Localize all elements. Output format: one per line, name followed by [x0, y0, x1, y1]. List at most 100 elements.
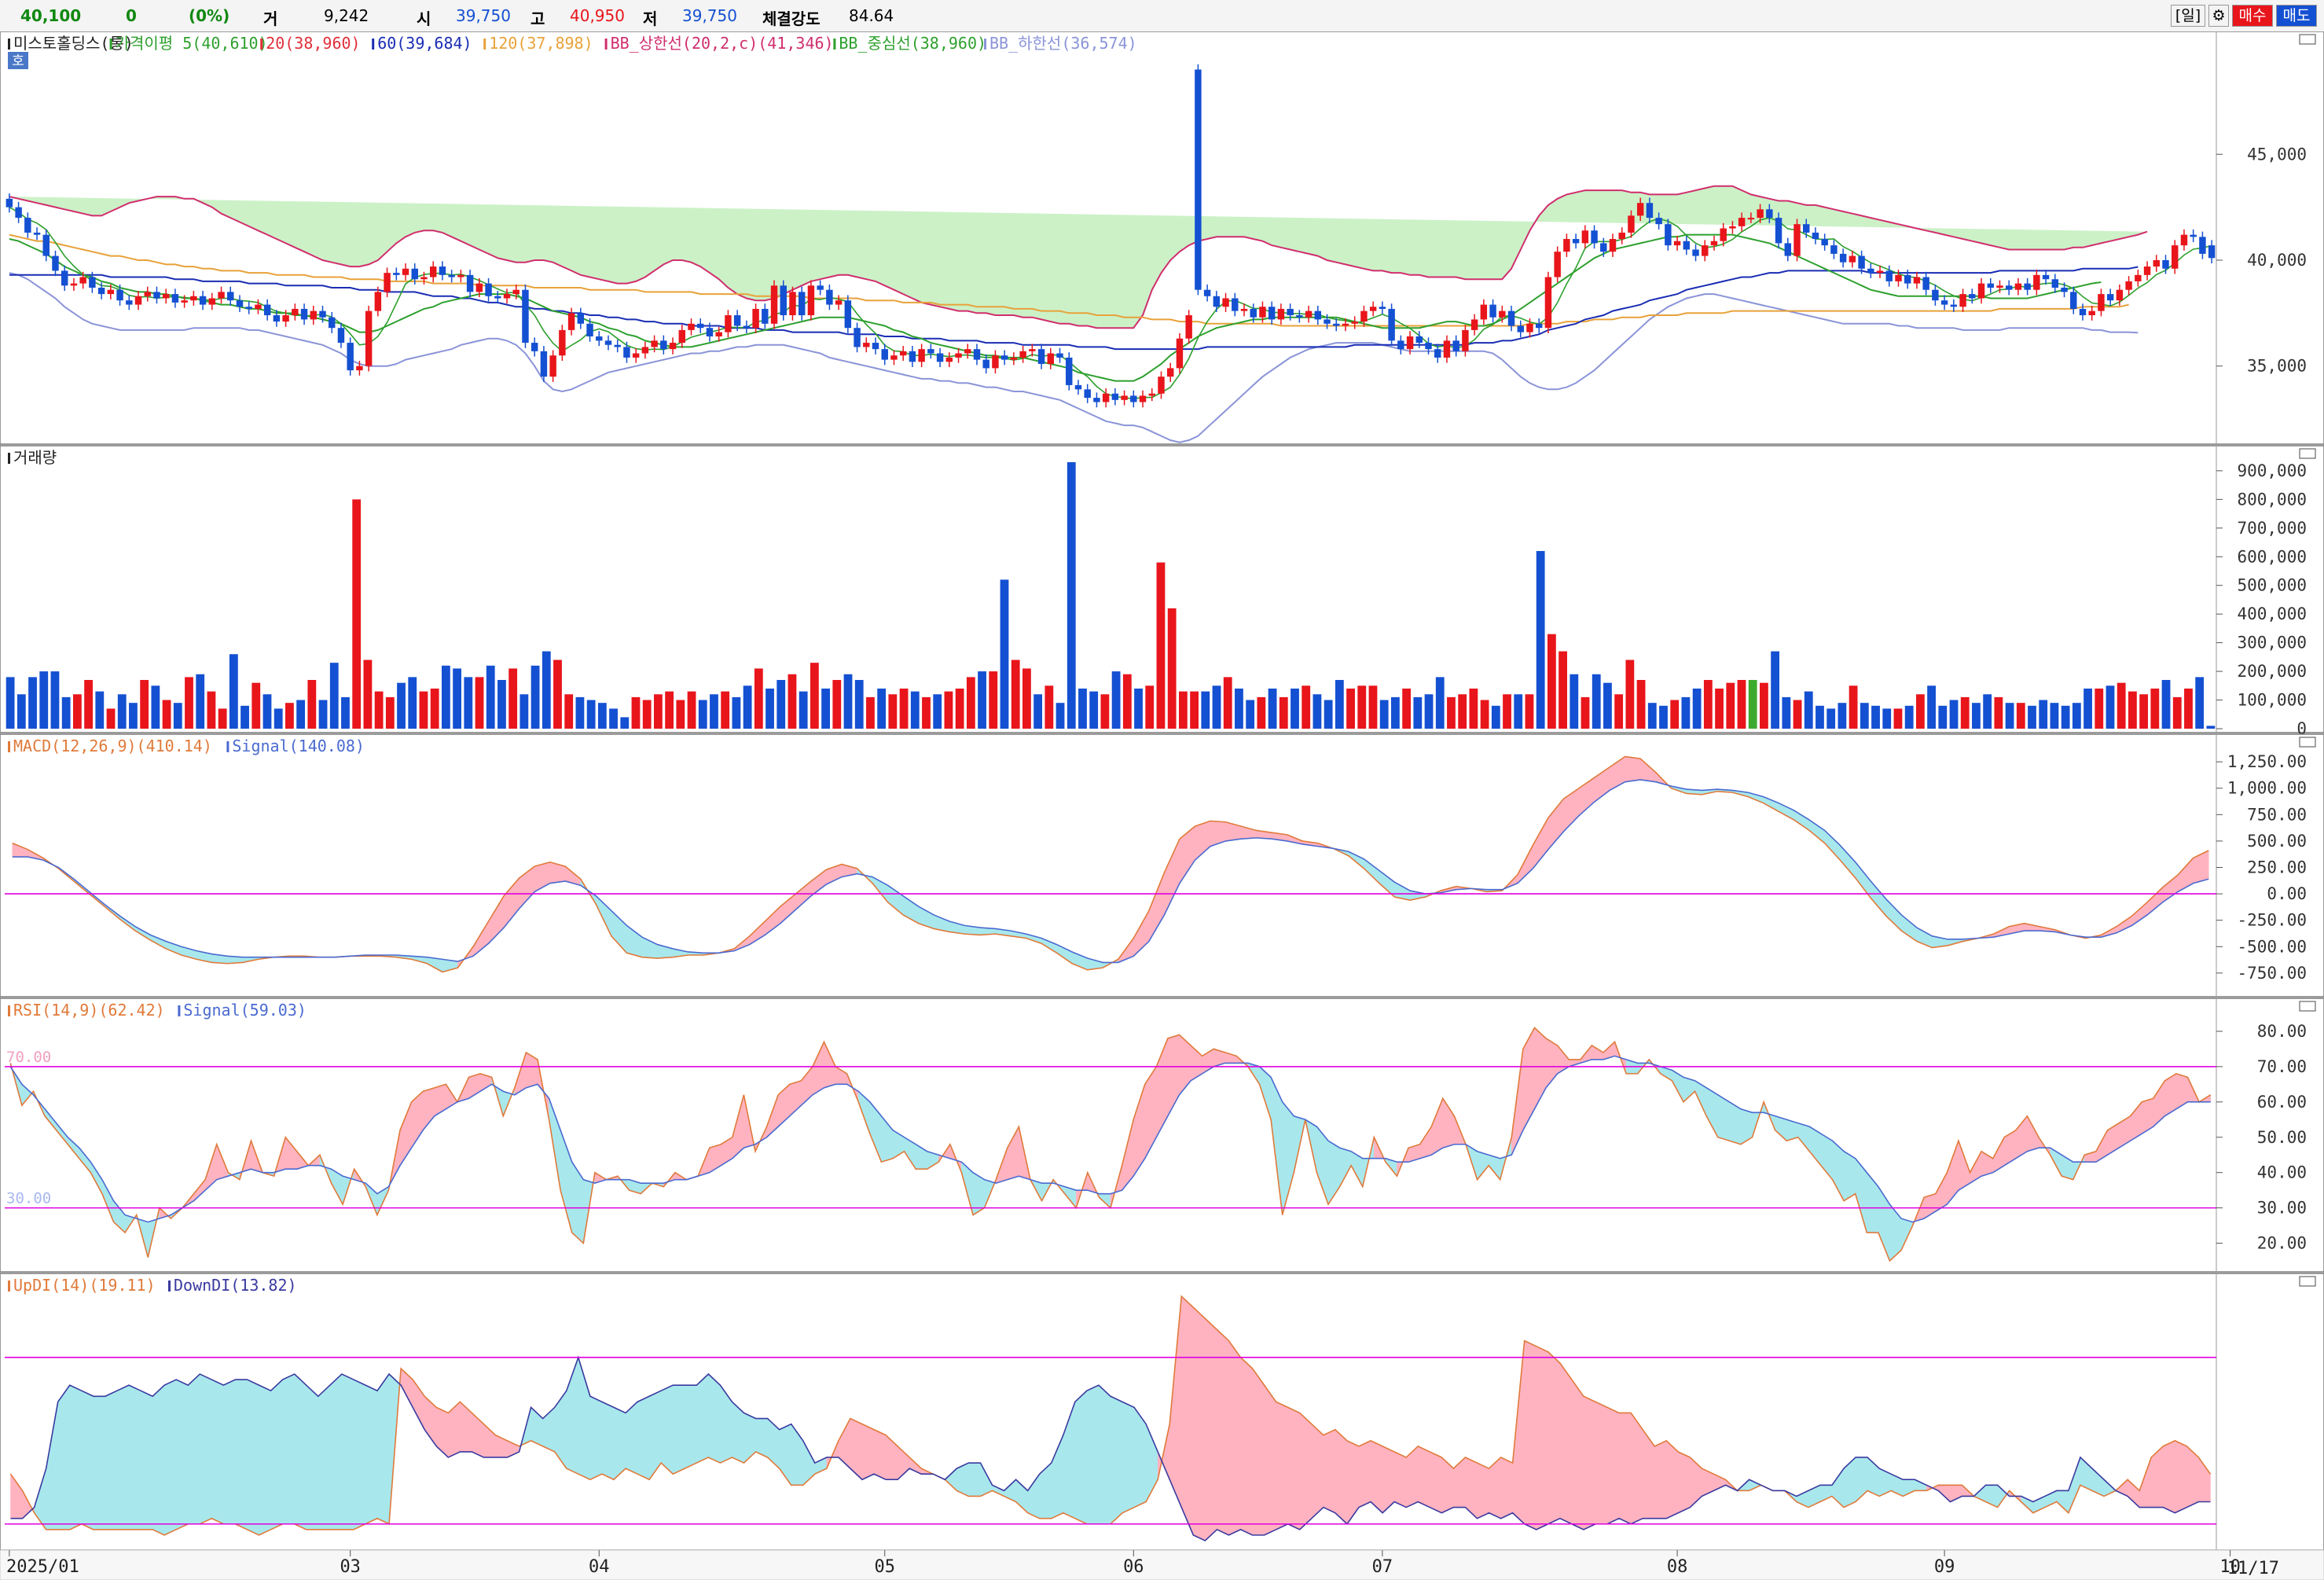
period-button[interactable]: [일]: [2171, 5, 2205, 27]
volume-bar: [50, 671, 60, 729]
volume-bar: [710, 694, 718, 729]
settings-button[interactable]: ⚙: [2208, 5, 2229, 27]
panel-restore-icon: [2299, 737, 2316, 748]
candle: [1673, 241, 1681, 246]
candle: [512, 289, 520, 295]
candle: [42, 234, 50, 256]
y-tick-label: -750.00: [2237, 964, 2307, 983]
candle: [1176, 338, 1184, 369]
dmi-fill: [329, 1373, 343, 1530]
volume-bar: [2106, 685, 2115, 729]
bb-upper-line: [9, 185, 2148, 329]
candle: [439, 266, 446, 275]
dmi-fill: [140, 1390, 153, 1530]
volume-bar: [1581, 696, 1590, 729]
candle: [1342, 323, 1349, 326]
candle: [1074, 384, 1082, 390]
candle: [1093, 398, 1100, 402]
volume-bar: [1480, 700, 1489, 729]
volume-bar: [1972, 703, 1981, 729]
dmi-fill: [1193, 1306, 1206, 1541]
candle: [1950, 304, 1958, 307]
volume-bar: [385, 696, 395, 729]
dmi-fill: [1583, 1395, 1596, 1530]
volume-bar: [631, 696, 641, 729]
candle: [347, 343, 354, 371]
candle: [33, 232, 41, 235]
candle: [1720, 228, 1727, 241]
candle: [2051, 279, 2059, 288]
volume-bar: [251, 682, 261, 729]
volume-bar: [1458, 694, 1467, 729]
candle: [1047, 353, 1055, 364]
volume-bar: [520, 694, 529, 729]
volume-bar: [944, 691, 953, 729]
dmi-fill: [353, 1379, 366, 1530]
volume-bar: [1246, 700, 1255, 729]
volume-bar: [1034, 694, 1043, 729]
candle: [310, 310, 318, 320]
candle: [153, 292, 160, 299]
price-change: 0: [126, 6, 137, 25]
dmi-fill: [708, 1373, 721, 1464]
volume-bar: [1949, 700, 1959, 729]
sell-button[interactable]: 매도: [2276, 5, 2317, 27]
candle: [1766, 209, 1773, 219]
legend-item: Signal(59.03): [183, 1001, 307, 1020]
candle: [522, 289, 529, 344]
legend-item: 미스토홀딩스(통): [13, 34, 134, 53]
dmi-fill: [1264, 1384, 1276, 1536]
dmi-fill: [637, 1395, 650, 1480]
volume-bar: [1167, 608, 1177, 729]
volume-bar: [17, 694, 26, 729]
candle: [549, 355, 556, 377]
candle: [1222, 298, 1229, 307]
volume-bar: [453, 668, 461, 729]
candle: [982, 359, 989, 369]
candle: [199, 296, 207, 305]
candle: [1232, 298, 1239, 311]
candle: [1470, 319, 1478, 330]
dmi-fill: [341, 1373, 354, 1530]
open-label: 시: [417, 9, 431, 28]
volume-bar: [1447, 696, 1456, 729]
candle: [918, 349, 925, 362]
volume-bar: [777, 680, 786, 729]
volume-bar: [1871, 705, 1880, 729]
stock-chart[interactable]: 미스토홀딩스(통)가격이평 5(40,610)20(38,960) 60(39,6…: [0, 31, 2324, 1580]
volume-bar: [240, 705, 249, 729]
candle: [374, 292, 382, 311]
volume-bar: [2150, 688, 2160, 729]
volume-bar: [877, 688, 887, 729]
dmi-fill: [1323, 1429, 1336, 1514]
legend-marker: [168, 1281, 171, 1292]
volume-bar: [1067, 461, 1076, 729]
dmi-fill: [755, 1418, 768, 1458]
y-tick-label: 300,000: [2237, 634, 2307, 652]
volume-label: 거: [263, 9, 278, 28]
dmi-fill: [1618, 1413, 1632, 1525]
volume-bar: [542, 651, 551, 729]
candle: [641, 347, 649, 354]
dmi-fill: [247, 1379, 259, 1536]
dmi-fill: [223, 1379, 236, 1525]
dmi-fill: [1110, 1395, 1123, 1525]
volume-bar: [508, 668, 518, 729]
x-tick-label: 10: [2219, 1557, 2241, 1577]
candle: [263, 304, 271, 316]
dmi-fill: [365, 1384, 378, 1525]
candle: [429, 266, 437, 277]
candle: [1563, 239, 1570, 252]
ma120-line: [9, 233, 2129, 327]
candle: [144, 292, 151, 296]
dmi-fill: [601, 1401, 615, 1480]
volume-bar: [140, 680, 149, 729]
buy-button[interactable]: 매수: [2232, 5, 2273, 27]
legend-item: 거래량: [13, 448, 57, 467]
candle: [1314, 310, 1322, 320]
candle: [1702, 245, 1709, 256]
candle: [1830, 245, 1838, 254]
candle: [218, 292, 225, 299]
legend-marker: [8, 39, 10, 50]
panel-restore-icon: [2299, 448, 2316, 459]
